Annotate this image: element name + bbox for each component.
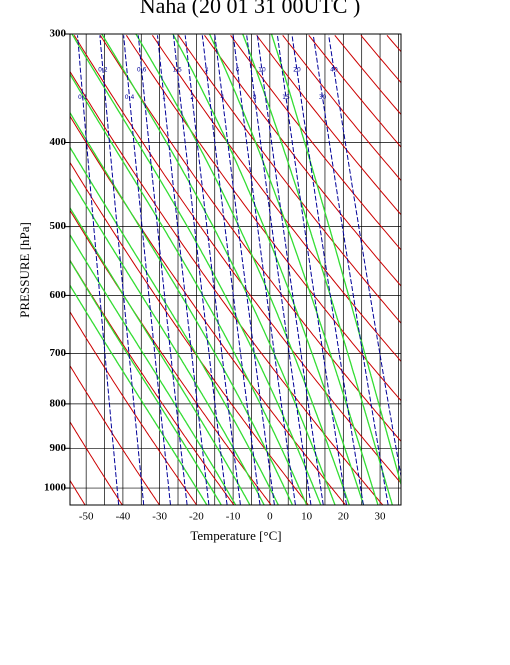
- mixing-ratio-label: 3: [204, 66, 208, 73]
- x-tick-label: -50: [79, 511, 94, 523]
- y-tick-label: 700: [50, 347, 67, 359]
- dry-adiabat: [283, 35, 510, 505]
- moist-adiabat: [71, 32, 321, 506]
- x-tick-label: -30: [152, 511, 167, 523]
- mixing-ratio-label: 15: [282, 94, 290, 101]
- mixing-ratio-line: [277, 35, 346, 505]
- y-tick-label: 300: [50, 28, 67, 40]
- mixing-ratio-label: 0.1: [78, 94, 88, 101]
- x-tick-label: 0: [267, 511, 273, 523]
- moist-adiabat: [23, 32, 293, 506]
- mixing-ratio-label: 0.4: [125, 94, 135, 101]
- dry-adiabat: [335, 35, 510, 505]
- dry-adiabat: [413, 35, 510, 505]
- mixing-ratio-line: [257, 35, 323, 505]
- x-tick-label: 30: [375, 511, 387, 523]
- x-tick-label: -40: [116, 511, 131, 523]
- mixing-ratio-label: 1: [162, 94, 166, 101]
- dry-adiabat: [361, 35, 510, 505]
- moist-adiabat: [100, 32, 335, 506]
- moist-adiabat: [3, 32, 278, 506]
- dry-adiabat: [0, 35, 234, 505]
- chart-title: Naha (20 01 31 00UTC ): [140, 0, 361, 18]
- mixing-ratio-label: 30: [319, 94, 327, 101]
- y-tick-label: 1000: [44, 482, 67, 494]
- y-tick-label: 800: [50, 397, 67, 409]
- mixing-ratio-label: 40: [330, 66, 338, 73]
- mixing-ratio-label: 6: [236, 66, 240, 73]
- dry-adiabat: [231, 35, 510, 505]
- dry-adiabat: [257, 35, 510, 505]
- mixing-ratio-line: [215, 35, 275, 505]
- dry-adiabat: [387, 35, 510, 505]
- y-axis-label: PRESSURE [hPa]: [17, 222, 32, 318]
- mixing-ratio-line: [78, 35, 119, 505]
- moist-adiabat: [0, 32, 221, 506]
- plot-area: 0.1 0.2 0.4 0.6 1 1.5 2 3 4 6 8 10 15 20 30 40: [0, 32, 510, 506]
- y-tick-label: 400: [50, 136, 67, 148]
- moist-adiabat: [0, 32, 264, 506]
- y-tick-label: 900: [50, 442, 67, 454]
- mixing-ratio-label: 1.5: [172, 66, 182, 73]
- x-axis-label: Temperature [°C]: [190, 528, 281, 543]
- mixing-ratio-line: [124, 35, 171, 505]
- x-tick-label: -20: [189, 511, 204, 523]
- y-tick-label: 500: [50, 220, 67, 232]
- mixing-ratio-label: 0.6: [137, 66, 147, 73]
- dry-adiabat: [152, 35, 510, 505]
- mixing-ratio-line: [100, 35, 144, 505]
- dry-adiabat: [0, 35, 308, 505]
- x-tick-label: -10: [226, 511, 241, 523]
- dry-adiabat: [48, 35, 383, 505]
- mixing-ratio-label: 8: [253, 94, 257, 101]
- y-tick-label: 600: [50, 289, 67, 301]
- mixing-ratio-label: 10: [258, 66, 266, 73]
- x-tick-label: 10: [301, 511, 313, 523]
- dry-adiabat: [0, 35, 85, 505]
- x-tick-label: 20: [338, 511, 350, 523]
- mixing-ratio-label: 20: [293, 66, 301, 73]
- mixing-ratio-label: 2: [190, 94, 194, 101]
- mixing-ratio-label: 4: [220, 94, 224, 101]
- dry-adiabat: [439, 35, 510, 505]
- dry-adiabat: [100, 35, 457, 505]
- dry-adiabat: [179, 35, 510, 505]
- dry-adiabat: [0, 35, 271, 505]
- mixing-ratio-label: 0.2: [98, 66, 108, 73]
